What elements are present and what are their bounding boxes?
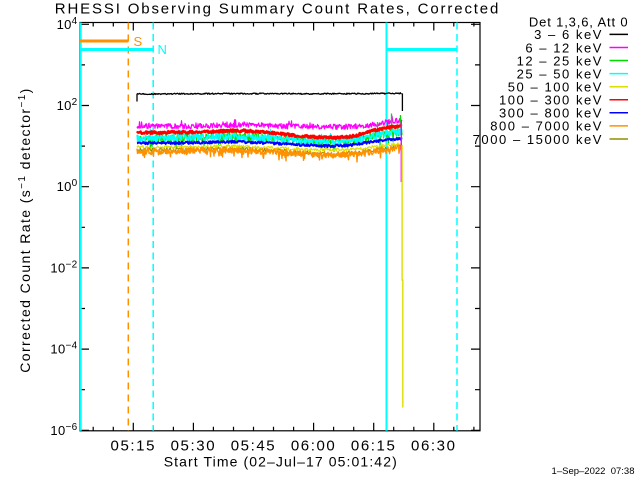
svg-text:800 – 7000 keV: 800 – 7000 keV bbox=[490, 119, 603, 134]
svg-text:06:15: 06:15 bbox=[351, 438, 397, 455]
svg-text:06:30: 06:30 bbox=[411, 438, 457, 455]
svg-text:6 – 12 keV: 6 – 12 keV bbox=[525, 40, 603, 55]
svg-text:05:30: 05:30 bbox=[171, 438, 217, 455]
svg-text:50 – 100 keV: 50 – 100 keV bbox=[508, 79, 603, 94]
svg-text:1–Sep–2022 07:38: 1–Sep–2022 07:38 bbox=[552, 466, 635, 477]
svg-text:06:00: 06:00 bbox=[291, 438, 337, 455]
svg-text:S: S bbox=[134, 34, 143, 49]
svg-text:Corrected Count Rate (s−1 dete: Corrected Count Rate (s−1 detector−1) bbox=[17, 87, 33, 372]
svg-text:100 – 300 keV: 100 – 300 keV bbox=[499, 93, 603, 108]
svg-text:300 – 800 keV: 300 – 800 keV bbox=[499, 106, 603, 121]
svg-text:05:45: 05:45 bbox=[231, 438, 277, 455]
svg-text:N: N bbox=[158, 42, 167, 57]
svg-text:Start Time (02–Jul–17 05:01:42: Start Time (02–Jul–17 05:01:42) bbox=[164, 454, 398, 470]
svg-text:Det 1,3,6, Att 0: Det 1,3,6, Att 0 bbox=[529, 14, 629, 29]
svg-text:25 – 50 keV: 25 – 50 keV bbox=[517, 66, 603, 81]
svg-text:RHESSI Observing Summary Count: RHESSI Observing Summary Count Rates, Co… bbox=[55, 1, 500, 18]
svg-text:12 – 25 keV: 12 – 25 keV bbox=[517, 53, 603, 68]
svg-text:05:15: 05:15 bbox=[111, 438, 157, 455]
svg-text:3 – 6 keV: 3 – 6 keV bbox=[534, 27, 603, 42]
svg-text:7000 – 15000 keV: 7000 – 15000 keV bbox=[473, 132, 603, 147]
